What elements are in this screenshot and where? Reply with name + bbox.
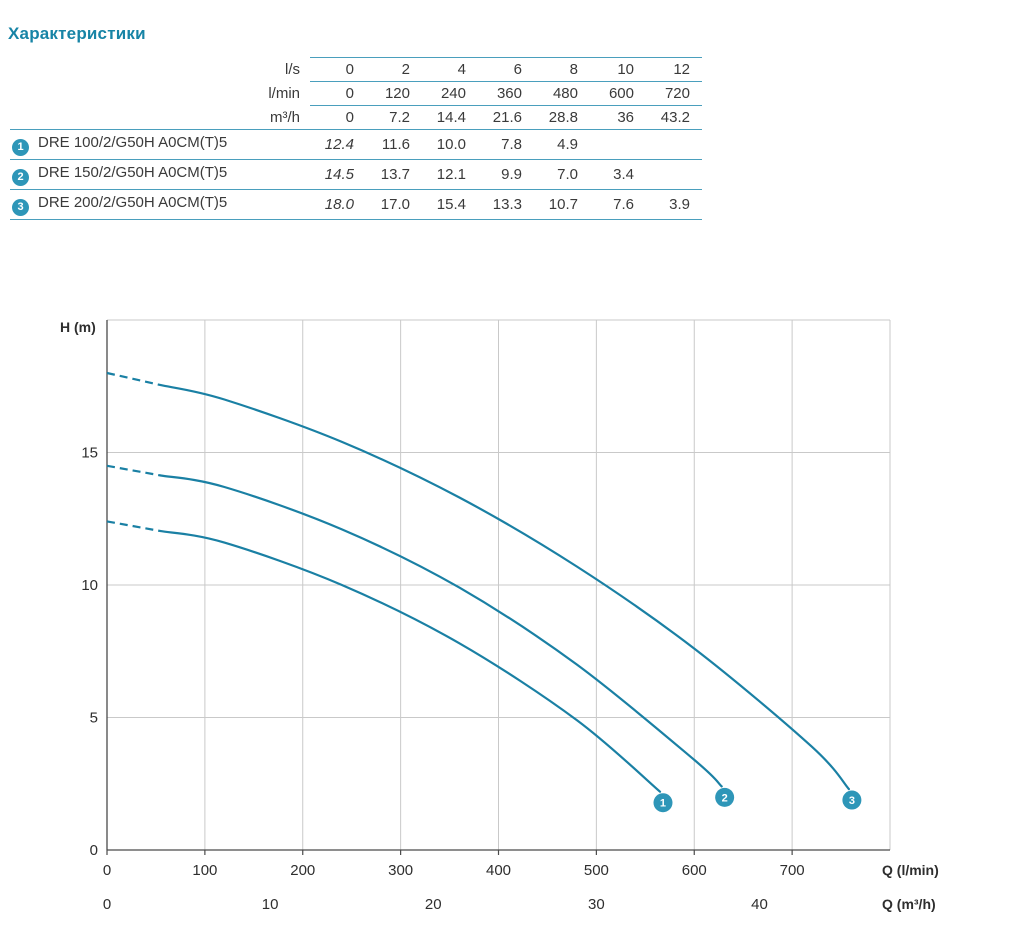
unit-header: l/s 0 2 4 6 8 10 12 l/min 0 120 240 360 480 600 720 m³/h… (10, 57, 702, 130)
unit-label: l/s (285, 61, 300, 78)
pump-curve-1-dashed (106, 520, 161, 533)
model-cell: 3 DRE 200/2/G50H A0CM(T)5 (10, 189, 310, 220)
unit-value: 7.2 (366, 105, 422, 130)
unit-value: 360 (478, 81, 534, 106)
x-tick-label: 700 (780, 862, 805, 879)
x-axis-label-lmin: Q (l/min) (882, 862, 939, 878)
x2-tick-label: 0 (103, 896, 111, 913)
unit-row: l/min 0 120 240 360 480 600 720 (10, 81, 702, 106)
x-tick-label: 600 (682, 862, 707, 879)
x-tick-label: 200 (290, 862, 315, 879)
head-value: 3.9 (646, 189, 702, 220)
pump-model: DRE 200/2/G50H A0CM(T)5 (38, 193, 228, 211)
unit-value: 28.8 (534, 105, 590, 130)
y-tick-label: 10 (81, 577, 98, 594)
x2-tick-label: 40 (751, 896, 768, 913)
head-value (646, 129, 702, 160)
y-tick-label: 0 (90, 842, 98, 859)
unit-row: l/s 0 2 4 6 8 10 12 (10, 57, 702, 82)
head-value: 3.4 (590, 159, 646, 190)
head-value: 11.6 (366, 129, 422, 160)
performance-table: l/s 0 2 4 6 8 10 12 l/min 0 120 240 360 480 600 720 m³/h… (10, 57, 702, 220)
x2-tick-label: 30 (588, 896, 605, 913)
head-value: 9.9 (478, 159, 534, 190)
head-value: 18.0 (310, 189, 366, 220)
curve-badge-label: 1 (660, 798, 666, 810)
row-number-badge: 1 (12, 138, 29, 156)
unit-value: 43.2 (646, 105, 702, 130)
x-axis-label-m3h: Q (m³/h) (882, 896, 936, 912)
unit-value: 6 (478, 57, 534, 82)
x-tick-label: 0 (103, 862, 111, 879)
unit-value: 10 (590, 57, 646, 82)
head-value: 7.8 (478, 129, 534, 160)
curve-badge-label: 3 (849, 795, 855, 807)
x-tick-label: 100 (192, 862, 217, 879)
curve-badge-1 (653, 793, 673, 813)
curve-badge-3 (842, 790, 862, 810)
y-axis-label: H (m) (60, 319, 96, 335)
unit-label: m³/h (10, 105, 310, 130)
pump-curve-3 (159, 384, 850, 791)
unit-value: 0 (310, 105, 366, 130)
curve-badge-label: 2 (722, 792, 728, 804)
unit-value: 600 (590, 81, 646, 106)
head-value: 4.9 (534, 129, 590, 160)
head-value: 14.5 (310, 159, 366, 190)
head-value: 7.0 (534, 159, 590, 190)
model-cell: 1 DRE 100/2/G50H A0CM(T)5 (10, 129, 310, 160)
head-value (646, 159, 702, 190)
head-value: 10.7 (534, 189, 590, 220)
unit-value: 21.6 (478, 105, 534, 130)
head-value: 7.6 (590, 189, 646, 220)
unit-value: 4 (422, 57, 478, 82)
unit-value: 240 (422, 81, 478, 106)
pump-curve-3-dashed (106, 371, 162, 387)
head-value (590, 129, 646, 160)
pump-rows: 1 DRE 100/2/G50H A0CM(T)5 12.4 11.6 10.0 7.8 4… (10, 129, 702, 220)
unit-value: 0 (310, 57, 366, 82)
unit-value: 120 (366, 81, 422, 106)
head-value: 10.0 (422, 129, 478, 160)
head-value: 12.1 (422, 159, 478, 190)
x-tick-label: 300 (388, 862, 413, 879)
pump-row: 3 DRE 200/2/G50H A0CM(T)5 18.0 17.0 15.4 13.3… (10, 189, 702, 220)
head-value: 13.7 (366, 159, 422, 190)
pump-curve-1 (159, 530, 662, 793)
model-cell: 2 DRE 150/2/G50H A0CM(T)5 (10, 159, 310, 190)
x-tick-label: 400 (486, 862, 511, 879)
head-value: 13.3 (478, 189, 534, 220)
y-tick-label: 15 (81, 445, 98, 462)
x2-tick-label: 20 (425, 896, 442, 913)
pump-model: DRE 100/2/G50H A0CM(T)5 (38, 133, 228, 151)
unit-value: 0 (310, 81, 366, 106)
page-title: Характеристики (8, 24, 146, 43)
head-value: 12.4 (310, 129, 366, 160)
head-value: 15.4 (422, 189, 478, 220)
y-tick-label: 5 (90, 710, 98, 727)
x-tick-label: 500 (584, 862, 609, 879)
pump-model: DRE 150/2/G50H A0CM(T)5 (38, 163, 228, 181)
unit-value: 8 (534, 57, 590, 82)
row-number-badge: 3 (12, 198, 29, 216)
unit-value: 36 (590, 105, 646, 130)
unit-value: 720 (646, 81, 702, 106)
curve-badge-2 (715, 787, 735, 807)
unit-value: 480 (534, 81, 590, 106)
row-number-badge: 2 (12, 168, 29, 186)
pump-row: 1 DRE 100/2/G50H A0CM(T)5 12.4 11.6 10.0 7.8 4… (10, 129, 702, 160)
unit-label: l/min (268, 85, 300, 102)
unit-value: 12 (646, 57, 702, 82)
unit-value: 2 (366, 57, 422, 82)
pump-curve-2 (159, 474, 723, 788)
head-value: 17.0 (366, 189, 422, 220)
unit-value: 14.4 (422, 105, 478, 130)
pump-curve-2-dashed (106, 464, 161, 477)
x2-tick-label: 10 (262, 896, 279, 913)
pump-row: 2 DRE 150/2/G50H A0CM(T)5 14.5 13.7 12.1 9.9 7… (10, 159, 702, 190)
unit-row: m³/h 0 7.2 14.4 21.6 28.8 36 43.2 (10, 105, 702, 130)
